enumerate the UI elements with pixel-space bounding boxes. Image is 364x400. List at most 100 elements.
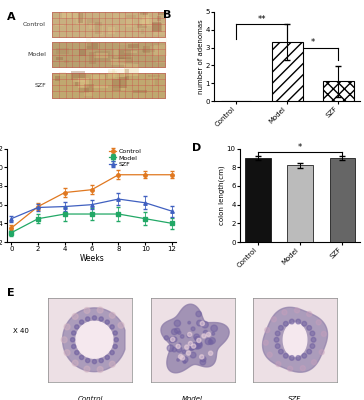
FancyBboxPatch shape [87,19,100,25]
Circle shape [64,324,70,330]
FancyBboxPatch shape [73,78,85,82]
Circle shape [84,308,90,314]
FancyBboxPatch shape [64,60,69,63]
FancyBboxPatch shape [158,8,172,15]
Circle shape [265,328,270,333]
Circle shape [275,331,280,336]
FancyBboxPatch shape [111,14,127,18]
FancyBboxPatch shape [94,53,108,58]
Circle shape [171,329,177,335]
Circle shape [79,355,84,360]
FancyBboxPatch shape [55,76,60,81]
Circle shape [196,342,202,348]
Circle shape [178,331,181,334]
FancyBboxPatch shape [152,23,162,32]
Circle shape [97,366,103,372]
FancyBboxPatch shape [92,86,108,88]
Text: Model: Model [182,396,203,400]
Circle shape [202,334,206,338]
Circle shape [189,344,195,350]
Bar [288,165,313,242]
FancyBboxPatch shape [56,57,63,60]
Text: Model: Model [27,52,46,57]
Circle shape [72,331,76,335]
Circle shape [288,366,293,371]
Circle shape [300,366,305,371]
Circle shape [267,352,272,357]
Circle shape [200,359,206,365]
FancyBboxPatch shape [152,22,161,31]
Circle shape [61,337,67,343]
Circle shape [294,308,300,313]
Circle shape [105,355,110,360]
Circle shape [105,320,110,324]
Circle shape [197,320,202,326]
Circle shape [86,358,90,363]
Circle shape [183,361,186,364]
Circle shape [196,341,202,347]
FancyBboxPatch shape [155,74,159,78]
FancyBboxPatch shape [52,12,165,37]
Circle shape [113,331,117,335]
FancyBboxPatch shape [154,45,167,56]
Circle shape [97,307,103,313]
Circle shape [284,354,288,358]
FancyBboxPatch shape [56,48,68,54]
Circle shape [189,344,194,350]
Circle shape [114,338,118,342]
FancyBboxPatch shape [108,69,115,78]
FancyBboxPatch shape [113,88,126,90]
Circle shape [178,343,181,346]
Circle shape [174,328,180,333]
FancyBboxPatch shape [142,49,155,52]
Circle shape [186,351,191,355]
Circle shape [212,332,215,335]
FancyBboxPatch shape [74,14,82,19]
Circle shape [191,327,195,331]
FancyBboxPatch shape [52,72,165,98]
Circle shape [181,356,185,360]
FancyBboxPatch shape [123,64,139,76]
Circle shape [197,338,201,342]
FancyBboxPatch shape [140,14,149,24]
Circle shape [289,356,294,360]
Text: SZF: SZF [34,82,46,88]
Text: B: B [163,10,171,20]
Text: A: A [7,12,16,22]
Circle shape [75,350,79,355]
Circle shape [79,320,84,324]
Polygon shape [262,307,328,372]
Circle shape [276,362,281,366]
FancyBboxPatch shape [157,16,161,20]
Circle shape [316,320,321,325]
Circle shape [71,338,75,342]
Circle shape [99,317,103,321]
Circle shape [278,349,283,354]
Circle shape [272,317,276,322]
FancyBboxPatch shape [111,56,124,59]
Circle shape [72,314,78,319]
FancyBboxPatch shape [150,74,154,84]
Circle shape [321,332,327,336]
Circle shape [310,331,315,336]
Circle shape [195,336,199,341]
FancyBboxPatch shape [119,50,131,59]
FancyBboxPatch shape [95,50,110,61]
FancyBboxPatch shape [84,84,94,92]
Circle shape [307,326,312,330]
Circle shape [211,325,217,332]
Text: E: E [7,288,15,298]
Y-axis label: colon length(cm): colon length(cm) [219,166,225,225]
Circle shape [194,334,199,340]
Polygon shape [161,304,229,373]
Circle shape [302,322,306,326]
FancyBboxPatch shape [99,26,103,35]
FancyBboxPatch shape [133,90,147,94]
Circle shape [164,336,169,340]
Circle shape [187,334,191,338]
Circle shape [195,344,200,349]
Circle shape [99,358,103,363]
Circle shape [307,349,312,354]
Circle shape [72,344,76,349]
FancyBboxPatch shape [83,92,93,96]
